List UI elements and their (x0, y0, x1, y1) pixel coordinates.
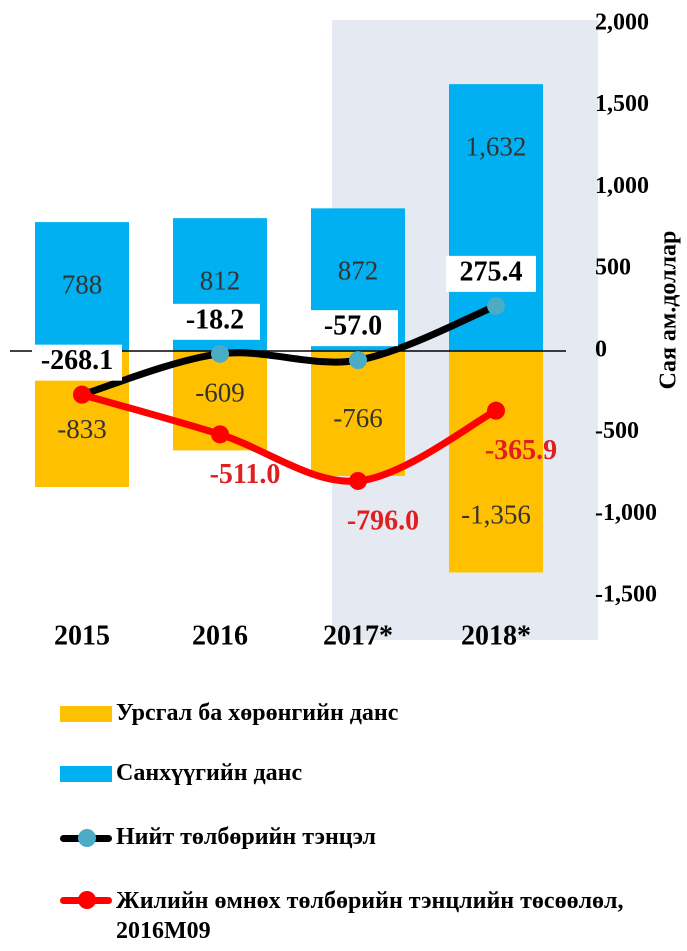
line (78, 391, 500, 485)
y-tick-label: 500 (595, 255, 631, 281)
bar (311, 350, 405, 477)
legend-label: Жилийн өмнөх төлбөрийн тэнцлийн төсөөлөл… (116, 888, 624, 944)
legend-swatch (60, 706, 112, 722)
legend-item: Жилийн өмнөх төлбөрийн тэнцлийн төсөөлөл… (60, 886, 660, 946)
line-value-label: 275.4 (460, 256, 523, 287)
line-value-label: -365.9 (485, 435, 557, 466)
line-value-label: -18.2 (186, 304, 244, 335)
bar (449, 350, 543, 573)
y-tick-label: -1,000 (595, 500, 657, 526)
bar-value-label: 872 (338, 256, 379, 286)
chart: Сая ам.доллар -268.1 -18.2 -57.0 275.4 -511.… (10, 10, 682, 651)
label-box (308, 310, 398, 347)
bar-value-label: -1,356 (461, 500, 531, 530)
x-tick-label: 2018* (461, 620, 531, 651)
y-tick-label: -1,500 (595, 582, 657, 608)
line-value-label: -511.0 (210, 459, 281, 490)
line-marker (73, 385, 91, 404)
label-box (32, 344, 122, 381)
line (78, 302, 500, 399)
lines: -268.1 -18.2 -57.0 275.4 -511.0 -796.0 -365.9 (32, 255, 557, 536)
line-marker (487, 401, 505, 420)
bar-value-label: 1,632 (466, 131, 527, 161)
legend-swatch (60, 829, 112, 847)
y-tick-label: 2,000 (595, 10, 649, 36)
line-marker (487, 296, 505, 315)
line-marker (349, 471, 367, 490)
y-tick-label: 0 (595, 336, 607, 362)
x-tick-label: 2015 (54, 620, 110, 651)
y-tick-label: 1,500 (595, 91, 649, 117)
legend-label: Урсгал ба хөрөнгийн данс (116, 700, 399, 726)
legend-swatch (60, 766, 112, 782)
line-marker (349, 351, 367, 370)
line-value-label: -796.0 (347, 505, 419, 536)
bar-value-label: -833 (57, 414, 107, 444)
line-value-label: -268.1 (41, 345, 113, 376)
legend-item: Нийт төлбөрийн тэнцэл (60, 824, 376, 851)
y-axis-label: Сая ам.доллар (656, 231, 682, 390)
line-marker (211, 425, 229, 444)
legend-label: Санхүүгийн данс (116, 760, 303, 786)
label-box (170, 303, 260, 340)
legend-swatch (60, 891, 112, 909)
legend-item: Урсгал ба хөрөнгийн данс (60, 700, 398, 727)
label-box (446, 255, 536, 292)
y-tick-label: 1,000 (595, 173, 649, 199)
y-tick-label: -500 (595, 418, 639, 444)
bar-value-label: 788 (62, 269, 103, 299)
legend-item: Санхүүгийн данс (60, 760, 302, 787)
bar-value-label: -609 (195, 378, 245, 408)
x-tick-label: 2016 (192, 620, 248, 651)
x-tick-label: 2017* (323, 620, 393, 651)
legend-label: Нийт төлбөрийн тэнцэл (116, 824, 377, 850)
line-marker (211, 344, 229, 363)
line-value-label: -57.0 (324, 311, 382, 342)
bar (35, 222, 129, 351)
bar-value-label: -766 (333, 403, 383, 433)
bar-value-label: 812 (200, 265, 241, 295)
